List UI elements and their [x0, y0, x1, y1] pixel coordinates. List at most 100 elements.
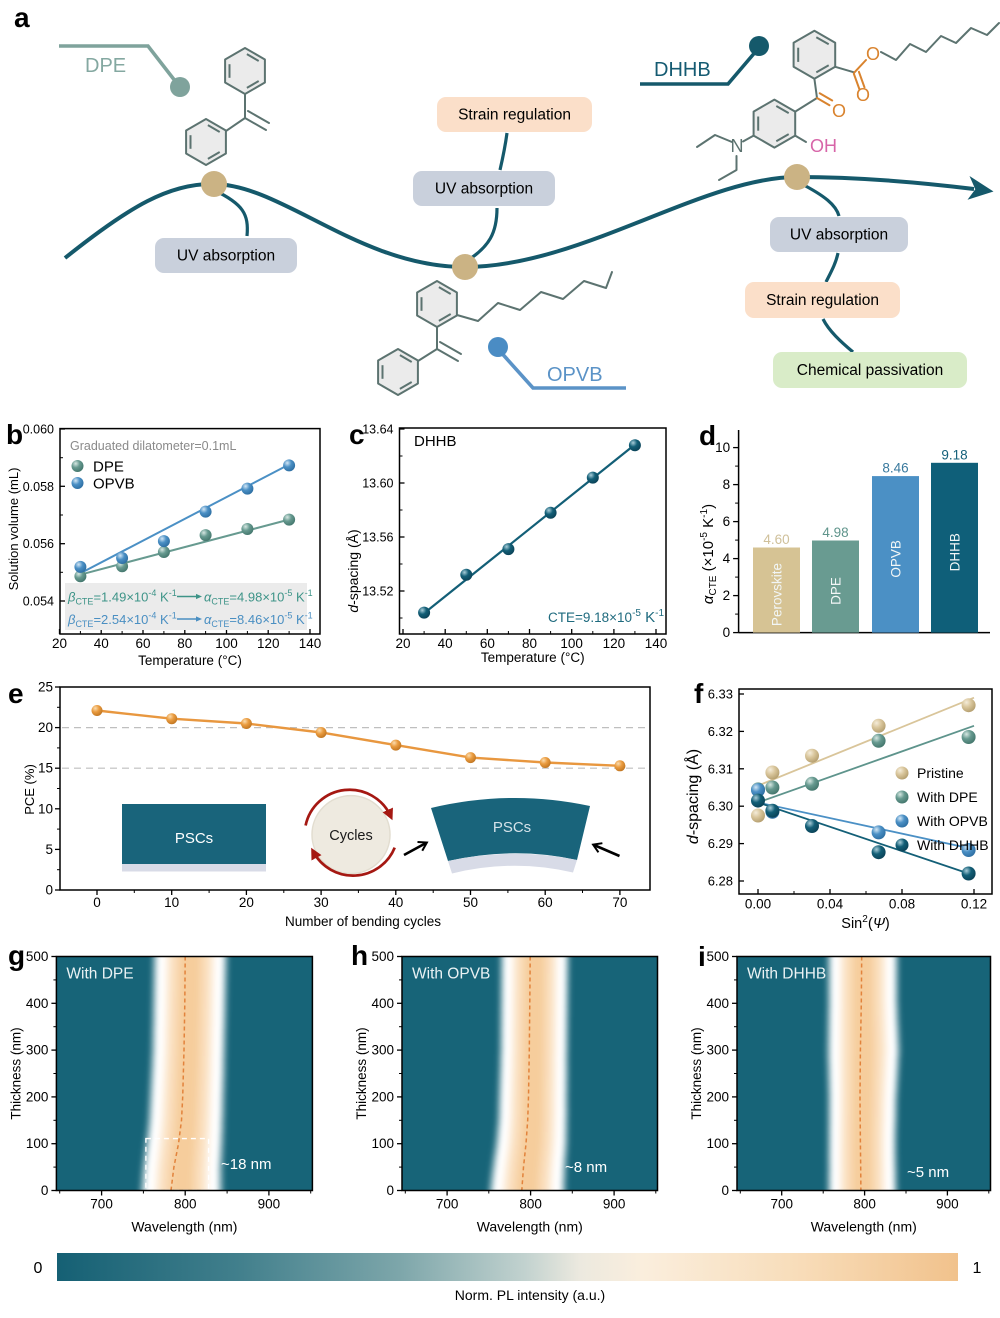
svg-text:800: 800: [174, 1197, 197, 1212]
svg-text:5: 5: [45, 842, 53, 857]
svg-text:700: 700: [436, 1197, 459, 1212]
svg-text:With DHHB: With DHHB: [747, 966, 826, 983]
svg-text:20: 20: [239, 895, 254, 910]
svg-text:140: 140: [299, 636, 322, 651]
svg-text:40: 40: [388, 895, 403, 910]
svg-text:700: 700: [90, 1197, 113, 1212]
svg-text:Thickness (nm): Thickness (nm): [689, 1027, 704, 1119]
svg-text:Solution volume (mL): Solution volume (mL): [6, 468, 21, 591]
svg-text:N: N: [731, 136, 744, 156]
svg-text:OPVB: OPVB: [547, 364, 603, 386]
svg-text:700: 700: [770, 1197, 793, 1212]
svg-text:60: 60: [538, 895, 553, 910]
svg-text:Pristine: Pristine: [917, 765, 964, 781]
svg-text:6.30: 6.30: [708, 799, 733, 814]
svg-text:25: 25: [38, 680, 53, 695]
svg-text:Strain regulation: Strain regulation: [458, 107, 571, 124]
svg-text:~5 nm: ~5 nm: [907, 1164, 949, 1181]
svg-text:f: f: [694, 678, 704, 709]
svg-text:DPE: DPE: [829, 577, 844, 605]
svg-text:6.33: 6.33: [708, 687, 733, 702]
svg-text:i: i: [698, 941, 706, 972]
svg-text:Thickness (nm): Thickness (nm): [8, 1027, 23, 1119]
svg-text:Wavelength (nm): Wavelength (nm): [477, 1219, 583, 1235]
svg-text:6.31: 6.31: [708, 761, 733, 776]
svg-text:6.29: 6.29: [708, 836, 733, 851]
svg-text:g: g: [8, 940, 25, 971]
svg-text:200: 200: [26, 1089, 49, 1104]
svg-text:DHHB: DHHB: [414, 433, 457, 450]
svg-text:d: d: [699, 420, 716, 451]
svg-text:d-spacing (Å): d-spacing (Å): [683, 749, 702, 844]
svg-text:Wavelength (nm): Wavelength (nm): [131, 1219, 237, 1235]
svg-text:h: h: [351, 940, 368, 971]
svg-text:400: 400: [706, 996, 729, 1011]
svg-text:UV absorption: UV absorption: [177, 248, 275, 265]
svg-text:With OPVB: With OPVB: [917, 813, 988, 829]
svg-text:e: e: [8, 678, 24, 709]
svg-text:80: 80: [522, 636, 537, 651]
svg-text:300: 300: [706, 1043, 729, 1058]
svg-text:UV absorption: UV absorption: [790, 227, 888, 244]
svg-text:120: 120: [603, 636, 626, 651]
svg-text:900: 900: [936, 1197, 959, 1212]
svg-text:9.18: 9.18: [941, 447, 967, 462]
svg-text:O: O: [832, 101, 846, 121]
svg-text:b: b: [6, 419, 23, 450]
svg-text:βCTE=1.49×10-4 K-1: βCTE=1.49×10-4 K-1: [67, 588, 177, 607]
svg-text:300: 300: [371, 1043, 394, 1058]
svg-text:10: 10: [715, 440, 730, 455]
svg-text:Temperature (°C): Temperature (°C): [138, 653, 242, 668]
svg-text:OPVB: OPVB: [93, 476, 135, 493]
svg-text:50: 50: [463, 895, 478, 910]
svg-text:100: 100: [560, 636, 583, 651]
svg-text:O: O: [866, 44, 880, 64]
svg-text:140: 140: [645, 636, 668, 651]
svg-text:0.04: 0.04: [817, 897, 844, 912]
svg-text:Perovskite: Perovskite: [770, 563, 785, 626]
svg-text:13.64: 13.64: [362, 423, 393, 437]
svg-text:4.60: 4.60: [763, 532, 789, 547]
svg-text:15: 15: [38, 761, 53, 776]
svg-text:4: 4: [723, 551, 731, 566]
svg-text:CTE=9.18×10-5 K-1: CTE=9.18×10-5 K-1: [548, 608, 664, 626]
svg-text:13.52: 13.52: [362, 585, 393, 599]
svg-text:100: 100: [26, 1136, 49, 1151]
svg-text:8: 8: [723, 477, 731, 492]
svg-text:DHHB: DHHB: [654, 59, 711, 81]
svg-text:40: 40: [438, 636, 453, 651]
svg-text:~18 nm: ~18 nm: [221, 1156, 271, 1173]
svg-text:10: 10: [38, 801, 53, 816]
svg-text:Thickness (nm): Thickness (nm): [354, 1027, 369, 1119]
svg-text:O: O: [856, 85, 870, 105]
svg-text:~8 nm: ~8 nm: [565, 1159, 607, 1176]
svg-text:6.28: 6.28: [708, 874, 733, 889]
svg-text:DPE: DPE: [85, 55, 126, 77]
svg-text:DPE: DPE: [93, 459, 124, 476]
svg-text:800: 800: [853, 1197, 876, 1212]
svg-text:0.12: 0.12: [961, 897, 987, 912]
svg-text:0: 0: [93, 895, 101, 910]
svg-text:OPVB: OPVB: [889, 540, 904, 578]
svg-text:0: 0: [34, 1260, 43, 1277]
svg-text:6.32: 6.32: [708, 724, 733, 739]
svg-text:OH: OH: [810, 136, 837, 156]
svg-text:0.060: 0.060: [23, 423, 54, 437]
svg-text:Temperature (°C): Temperature (°C): [481, 650, 585, 665]
svg-text:Sin2(Ψ): Sin2(Ψ): [841, 914, 889, 932]
svg-text:60: 60: [480, 636, 495, 651]
svg-text:13.60: 13.60: [362, 477, 393, 491]
svg-text:100: 100: [706, 1136, 729, 1151]
svg-text:0.00: 0.00: [745, 897, 771, 912]
svg-text:60: 60: [135, 636, 150, 651]
svg-text:20: 20: [395, 636, 410, 651]
svg-text:100: 100: [215, 636, 238, 651]
svg-text:400: 400: [371, 996, 394, 1011]
svg-text:500: 500: [26, 949, 49, 964]
svg-text:300: 300: [26, 1043, 49, 1058]
svg-text:With OPVB: With OPVB: [412, 966, 490, 983]
svg-text:0: 0: [41, 1183, 49, 1198]
svg-text:100: 100: [371, 1136, 394, 1151]
svg-text:PCE (%): PCE (%): [22, 764, 37, 815]
svg-text:With DPE: With DPE: [66, 966, 133, 983]
